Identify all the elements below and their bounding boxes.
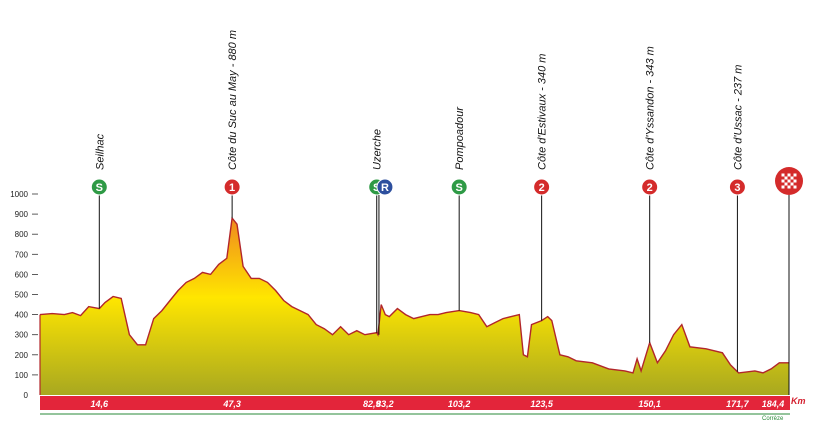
sprint-badge	[450, 178, 468, 196]
checker-square	[781, 182, 785, 186]
checker-square	[787, 185, 791, 189]
checker-square	[790, 176, 794, 180]
waypoint-name: Côte d'Yssandon - 343 m	[645, 46, 657, 170]
y-tick-label: 700	[15, 250, 29, 259]
elevation-profile	[39, 216, 789, 395]
km-label: 171,7	[726, 399, 750, 409]
waypoint-name: Côte du Suc au May - 880 m	[227, 30, 239, 170]
climb-category-badge	[223, 178, 241, 196]
checker-square	[793, 173, 797, 177]
checker-square	[784, 176, 788, 180]
km-label: 150,1	[638, 399, 661, 409]
badge-label: 1	[229, 182, 235, 194]
km-label: 123,5	[530, 399, 554, 409]
y-tick-label: 500	[15, 291, 29, 300]
waypoint: 1 Côte du Suc au May - 880 m	[223, 30, 241, 219]
km-label: 83,2	[376, 399, 394, 409]
waypoint-name: Seilhac	[94, 133, 106, 170]
checker-square	[781, 179, 785, 183]
km-label: 103,2	[448, 399, 471, 409]
km-label: 184,4	[762, 399, 785, 409]
waypoint: 3 Côte d'Ussac - 237 m	[728, 65, 746, 372]
checker-square	[787, 173, 791, 177]
checker-square	[784, 179, 788, 183]
y-axis: 0 100 200 300 400 500 600 700 800 900 1000	[10, 190, 38, 400]
waypoint: 2 Côte d'Yssandon - 343 m	[641, 46, 659, 343]
y-tick-label: 0	[24, 391, 29, 400]
waypoint	[775, 167, 803, 395]
checker-square	[790, 185, 794, 189]
badge-label: 2	[539, 182, 545, 194]
waypoint-name: Côte d'Estivaux - 340 m	[537, 54, 549, 170]
checker-square	[784, 185, 788, 189]
y-tick-label: 800	[15, 230, 29, 239]
checker-square	[793, 179, 797, 183]
badge-label: 3	[734, 182, 740, 194]
km-label: 47,3	[222, 399, 241, 409]
y-tick-label: 300	[15, 331, 29, 340]
sprint-badge	[90, 178, 108, 196]
checker-square	[793, 185, 797, 189]
checker-square	[781, 176, 785, 180]
waypoint: R	[376, 178, 394, 335]
checker-square	[784, 182, 788, 186]
km-unit-label: Km	[791, 396, 806, 406]
checker-square	[784, 173, 788, 177]
checker-square	[793, 182, 797, 186]
climb-category-badge	[728, 178, 746, 196]
waypoint: S Pompoadour	[450, 106, 468, 311]
checkered-flag-icon	[781, 173, 797, 189]
y-tick-label: 1000	[10, 190, 28, 199]
checker-square	[787, 179, 791, 183]
km-label: 82,9	[363, 399, 381, 409]
km-bar: 14,6 47,3 82,983,2 103,2 123,5 150,1 171,7 184,…	[40, 396, 790, 410]
checker-square	[790, 173, 794, 177]
waypoint: 2 Côte d'Estivaux - 340 m	[533, 54, 551, 321]
checker-square	[781, 173, 785, 177]
y-tick-label: 600	[15, 270, 29, 279]
checker-square	[790, 179, 794, 183]
y-tick-label: 400	[15, 311, 29, 320]
checker-square	[781, 185, 785, 189]
checker-square	[790, 182, 794, 186]
badge-label: 2	[647, 182, 653, 194]
checker-square	[787, 182, 791, 186]
profile-outline	[39, 216, 789, 374]
waypoint-name: Côte d'Ussac - 237 m	[732, 65, 744, 170]
climb-category-badge	[641, 178, 659, 196]
checker-square	[793, 176, 797, 180]
climb-category-badge	[533, 178, 551, 196]
badge-label: S	[456, 182, 463, 194]
y-tick-label: 900	[15, 210, 29, 219]
feed-zone-badge	[376, 178, 394, 196]
waypoint-name: Uzerche	[372, 129, 384, 170]
waypoint: S Seilhac	[90, 133, 108, 309]
badge-label: S	[96, 182, 103, 194]
badge-label: R	[381, 182, 389, 194]
waypoint: SUzerche	[368, 129, 386, 333]
waypoint-name: Pompoadour	[454, 106, 466, 170]
km-label: 14,6	[91, 399, 110, 409]
y-tick-label: 100	[15, 371, 29, 380]
profile-area	[40, 218, 789, 395]
y-tick-label: 200	[15, 351, 29, 360]
checker-square	[787, 176, 791, 180]
region-label: Corrèze	[762, 416, 784, 422]
km-bar-background	[40, 396, 790, 410]
